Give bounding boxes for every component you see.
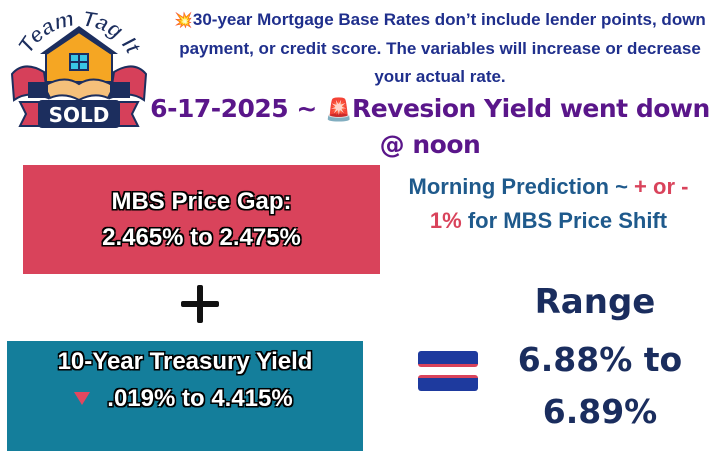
treasury-label: 10-Year Treasury Yield <box>57 348 313 375</box>
range-line-1: 6.88% to <box>517 340 683 379</box>
range-values: 6.88% to 6.89% <box>510 334 690 438</box>
logo-sold-text: SOLD <box>49 103 110 127</box>
prediction-range-sign: + or - <box>634 174 689 199</box>
treasury-value: .019% to 4.415% <box>107 385 293 412</box>
down-triangle-icon <box>74 392 90 405</box>
mbs-price-gap-box: MBS Price Gap: 2.465% to 2.475% <box>23 165 380 274</box>
update-headline: 6-17-2025 ~ 🚨Revesion Yield went down @ … <box>150 92 710 162</box>
range-title: Range <box>534 282 656 322</box>
treasury-yield-box: 10-Year Treasury Yield .019% to 4.415% <box>7 341 363 451</box>
update-date: 6-17-2025 ~ <box>150 94 326 123</box>
prediction-suffix: for MBS Price Shift <box>461 208 668 233</box>
prediction-prefix: Morning Prediction ~ <box>408 174 635 199</box>
morning-prediction: Morning Prediction ~ + or - 1% for MBS P… <box>386 170 711 238</box>
plus-icon <box>181 285 219 323</box>
burst-icon: 💥 <box>174 12 193 29</box>
rate-disclaimer: 💥30-year Mortgage Base Rates don’t inclu… <box>160 6 720 91</box>
equals-icon <box>418 351 478 393</box>
siren-icon: 🚨 <box>325 98 352 123</box>
mbs-label: MBS Price Gap: <box>111 188 292 215</box>
disclaimer-text: 30-year Mortgage Base Rates don’t includ… <box>179 10 706 86</box>
team-tag-it-sold-logo: Team Tag It SOLD <box>10 5 148 128</box>
prediction-percent: 1% <box>429 208 462 233</box>
update-message: Revesion Yield went down @ noon <box>351 94 710 159</box>
range-line-2: 6.89% <box>542 392 658 431</box>
mbs-value: 2.465% to 2.475% <box>102 224 301 251</box>
